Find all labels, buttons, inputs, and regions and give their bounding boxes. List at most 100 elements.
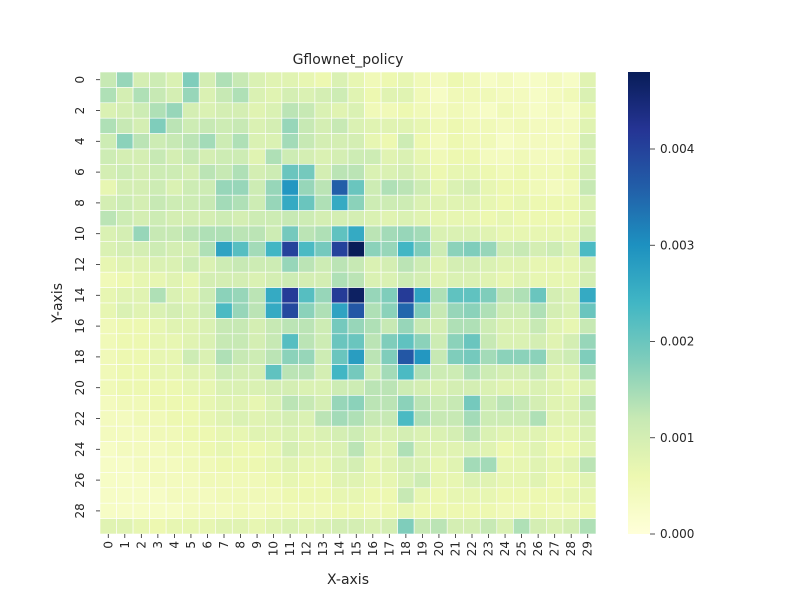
heatmap-cell [579, 287, 597, 304]
x-tick-label: 19 [415, 541, 429, 556]
heatmap-cell [496, 117, 514, 134]
y-tick-label: 26 [73, 472, 87, 487]
heatmap-cell [397, 210, 415, 227]
heatmap-cell [446, 441, 465, 458]
heatmap-cell [397, 241, 415, 258]
heatmap-cell [513, 225, 531, 242]
heatmap-cell [364, 395, 382, 412]
heatmap-cell [546, 117, 564, 134]
heatmap-cell [463, 164, 481, 181]
heatmap-cell [165, 487, 183, 504]
heatmap-cell [298, 117, 316, 134]
heatmap-cell [149, 518, 167, 535]
heatmap-cell [314, 395, 332, 412]
heatmap-cell [248, 487, 266, 504]
heatmap-cell [149, 71, 167, 88]
heatmap-cell [347, 241, 365, 258]
heatmap-cell [215, 333, 233, 350]
heatmap-cell [248, 133, 266, 150]
heatmap-cell [281, 225, 299, 242]
heatmap-cell [116, 271, 134, 288]
heatmap-cell [579, 148, 597, 165]
heatmap-cell [529, 225, 547, 242]
heatmap-cell [347, 164, 365, 181]
heatmap-cell [198, 348, 217, 365]
heatmap-cell [314, 102, 332, 119]
heatmap-cell [248, 256, 266, 273]
heatmap-cell [380, 133, 398, 150]
heatmap-cell [430, 241, 448, 258]
heatmap-cell [546, 102, 564, 119]
colorbar-ticks: 0.000 0.001 0.002 0.003 0.004 [650, 142, 694, 541]
heatmap-cell [513, 271, 531, 288]
heatmap-cell [116, 425, 134, 442]
heatmap-cell [281, 87, 299, 104]
heatmap-cell [562, 271, 580, 288]
heatmap-cell [380, 395, 398, 412]
heatmap-cell [562, 318, 580, 335]
heatmap-cell [116, 241, 134, 258]
heatmap-cell [529, 256, 547, 273]
heatmap-cell [463, 456, 481, 473]
heatmap-cell [430, 87, 448, 104]
heatmap-cell [513, 102, 531, 119]
heatmap-cell [347, 410, 365, 427]
heatmap-cell [513, 518, 531, 535]
heatmap-cell [331, 302, 349, 319]
heatmap-cell [413, 225, 431, 242]
heatmap-cell [546, 302, 564, 319]
heatmap-cell [149, 148, 167, 165]
heatmap-cell [215, 133, 233, 150]
x-tick-label: 7 [217, 541, 231, 549]
heatmap-cell [99, 133, 117, 150]
heatmap-cell [281, 472, 299, 489]
heatmap-cell [99, 410, 117, 427]
x-tick-label: 0 [101, 541, 115, 549]
heatmap-cell [546, 395, 564, 412]
heatmap-cell [430, 271, 448, 288]
heatmap-cell [198, 456, 217, 473]
heatmap-cell [364, 210, 382, 227]
heatmap-cell [364, 410, 382, 427]
heatmap-cell [546, 441, 564, 458]
heatmap-cell [546, 210, 564, 227]
heatmap-cell [298, 472, 316, 489]
heatmap-cell [430, 364, 448, 381]
heatmap-cell [513, 210, 531, 227]
chart-title: Gflownet_policy [293, 52, 404, 68]
heatmap-cell [314, 379, 332, 396]
heatmap-cell [347, 502, 365, 519]
heatmap-cell [248, 318, 266, 335]
heatmap-cell [347, 395, 365, 412]
heatmap-cell [165, 502, 183, 519]
y-tick-label: 14 [73, 288, 87, 303]
heatmap-cell [215, 502, 233, 519]
heatmap-cell [248, 302, 266, 319]
heatmap-cell [579, 271, 597, 288]
heatmap-cell [265, 318, 283, 335]
heatmap-cell [430, 256, 448, 273]
heatmap-cell [231, 472, 250, 489]
heatmap-cell [265, 71, 283, 88]
x-axis-label: X-axis [327, 572, 369, 588]
heatmap-cell [380, 472, 398, 489]
heatmap-cell [132, 502, 150, 519]
heatmap-cell [248, 348, 266, 365]
heatmap-cell [298, 241, 316, 258]
heatmap-cell [165, 164, 183, 181]
x-tick-label: 15 [349, 541, 363, 556]
heatmap-cell [231, 348, 250, 365]
heatmap-cell [546, 502, 564, 519]
heatmap-cell [165, 225, 183, 242]
heatmap-cell [413, 302, 431, 319]
heatmap-cell [215, 410, 233, 427]
heatmap-cell [430, 71, 448, 88]
heatmap-cell [198, 271, 217, 288]
heatmap-cell [149, 102, 167, 119]
heatmap-cell [430, 487, 448, 504]
heatmap-cell [430, 502, 448, 519]
heatmap-cell [182, 456, 200, 473]
heatmap-cell [529, 148, 547, 165]
heatmap-cell [116, 379, 134, 396]
